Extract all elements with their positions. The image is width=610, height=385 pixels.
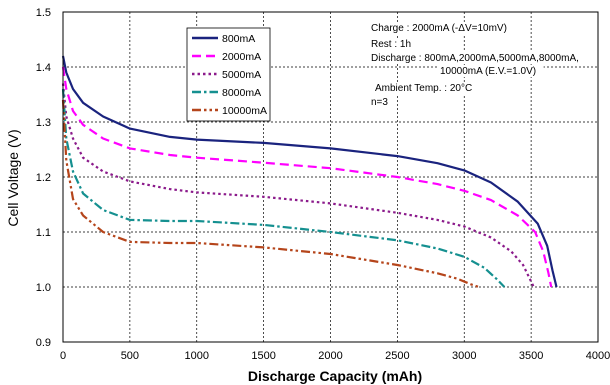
y-tick-label: 1.2 <box>36 172 51 184</box>
series-line-2000mA <box>61 66 553 288</box>
series-layer <box>61 55 558 289</box>
legend-label: 10000mA <box>222 105 267 117</box>
series-line-10000mA <box>61 99 480 289</box>
annotation-background <box>370 52 588 64</box>
series-line-8000mA <box>61 88 506 288</box>
plot-frame <box>62 11 599 343</box>
legend-label: 2000mA <box>222 51 261 63</box>
annotation-box: Charge : 2000mA (-ΔV=10mV) Rest : 1h Disch… <box>370 22 588 108</box>
axis-ticks: 0 500 1000 1500 2000 2500 3000 3500 4000 0.9 1.0 1.… <box>36 7 610 362</box>
legend-label: 8000mA <box>222 87 261 99</box>
annotation-background <box>370 38 421 50</box>
annotation-line: Charge : 2000mA (-ΔV=10mV) <box>371 23 507 34</box>
y-tick-label: 0.9 <box>36 337 51 349</box>
x-tick-label: 3000 <box>452 350 476 362</box>
annotation-line: Rest : 1h <box>371 39 411 50</box>
y-tick-label: 1.5 <box>36 7 51 19</box>
x-tick-label: 500 <box>121 350 139 362</box>
y-tick-label: 1.3 <box>36 117 51 129</box>
annotation-line: Discharge : 800mA,2000mA,5000mA,8000mA, <box>371 53 579 64</box>
legend-label: 5000mA <box>222 69 261 81</box>
y-tick-label: 1.1 <box>36 227 51 239</box>
annotation-background <box>370 96 389 108</box>
x-tick-label: 2000 <box>318 350 342 362</box>
x-tick-label: 1000 <box>185 350 209 362</box>
x-tick-label: 1500 <box>251 350 275 362</box>
x-tick-label: 3500 <box>519 350 543 362</box>
y-tick-label: 1.0 <box>36 282 51 294</box>
legend: 800mA 2000mA 5000mA 8000mA 10000mA <box>186 27 271 122</box>
x-tick-label: 2500 <box>385 350 409 362</box>
annotation-background <box>370 22 513 34</box>
series-line-5000mA <box>61 83 535 288</box>
annotation-line: Ambient Temp. : 20°C <box>375 83 472 94</box>
y-axis-label: Cell Voltage (V) <box>5 129 21 226</box>
annotation-line: 10000mA (E.V.=1.0V) <box>440 66 536 77</box>
legend-box <box>186 27 271 122</box>
x-tick-label: 4000 <box>586 350 610 362</box>
series-line-800mA <box>61 55 558 288</box>
annotation-background <box>439 65 544 77</box>
legend-label: 800mA <box>222 33 255 45</box>
y-tick-label: 1.4 <box>36 62 51 74</box>
annotation-line: n=3 <box>371 97 388 108</box>
x-tick-label: 0 <box>60 350 66 362</box>
x-axis-label: Discharge Capacity (mAh) <box>248 368 422 384</box>
annotation-background <box>374 82 484 94</box>
